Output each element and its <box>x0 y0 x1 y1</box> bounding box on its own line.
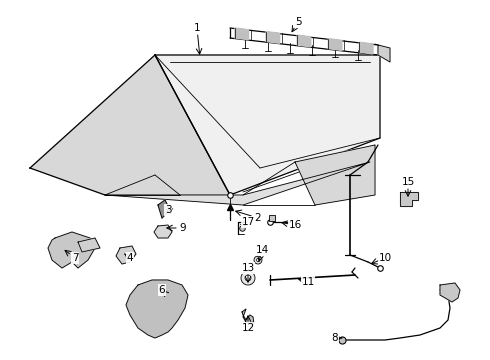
Text: 6: 6 <box>159 285 165 295</box>
Text: 2: 2 <box>255 213 261 223</box>
Text: 4: 4 <box>127 253 133 263</box>
Text: 7: 7 <box>72 253 78 263</box>
Polygon shape <box>30 55 230 195</box>
Text: 8: 8 <box>332 333 338 343</box>
Polygon shape <box>158 200 170 218</box>
Text: 13: 13 <box>242 263 255 273</box>
Circle shape <box>254 256 262 264</box>
Text: 9: 9 <box>180 223 186 233</box>
Polygon shape <box>116 246 136 264</box>
Polygon shape <box>155 55 380 195</box>
Text: 16: 16 <box>289 220 302 230</box>
Text: 10: 10 <box>378 253 392 263</box>
Polygon shape <box>154 225 172 238</box>
Circle shape <box>245 275 251 281</box>
Text: 3: 3 <box>165 205 172 215</box>
Text: 11: 11 <box>301 277 315 287</box>
Text: 15: 15 <box>401 177 415 187</box>
Circle shape <box>241 271 255 285</box>
Polygon shape <box>378 45 390 62</box>
Polygon shape <box>266 32 280 43</box>
Polygon shape <box>400 192 418 206</box>
Text: 17: 17 <box>242 217 255 227</box>
Text: 14: 14 <box>255 245 269 255</box>
Polygon shape <box>105 162 370 205</box>
Polygon shape <box>242 309 254 327</box>
Polygon shape <box>360 42 373 54</box>
Polygon shape <box>328 39 342 50</box>
Polygon shape <box>78 238 100 252</box>
Circle shape <box>256 258 260 261</box>
Text: 5: 5 <box>294 17 301 27</box>
Polygon shape <box>48 232 95 268</box>
Polygon shape <box>297 35 311 47</box>
Polygon shape <box>126 280 188 338</box>
Text: 1: 1 <box>194 23 200 33</box>
Text: 12: 12 <box>242 323 255 333</box>
Polygon shape <box>235 28 248 40</box>
Polygon shape <box>295 145 375 205</box>
Polygon shape <box>440 283 460 302</box>
